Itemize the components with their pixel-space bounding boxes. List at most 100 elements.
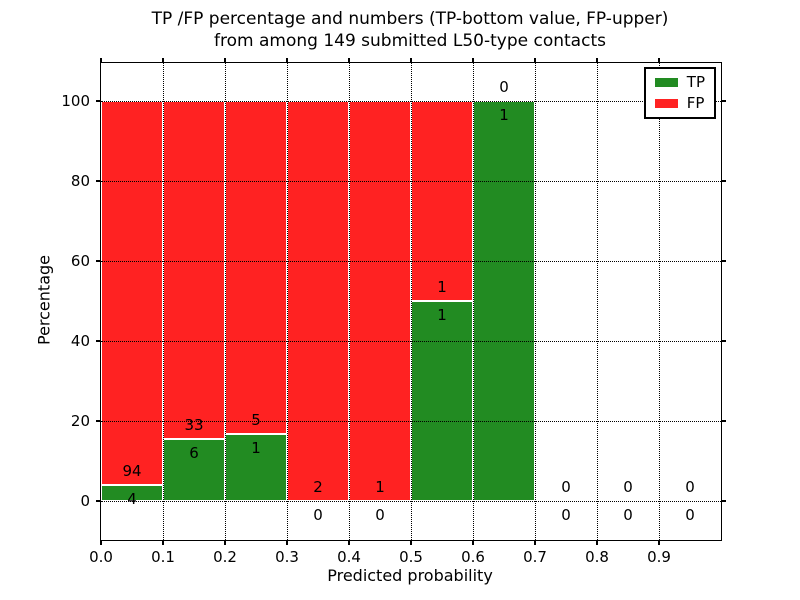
y-axis-tick-right [721, 500, 726, 502]
x-axis-tick-top [100, 58, 102, 63]
x-axis-tick-top [162, 58, 164, 63]
x-axis-tick [658, 540, 660, 545]
y-tick-label: 0 [80, 492, 90, 510]
chart-title-line1: TP /FP percentage and numbers (TP-bottom… [151, 9, 669, 29]
bar-value-label-fp: 1 [375, 478, 385, 496]
bar-value-label-fp: 0 [685, 478, 695, 496]
legend-swatch-tp [654, 78, 678, 87]
x-tick-label: 0.3 [275, 548, 299, 566]
x-tick-label: 0.0 [89, 548, 113, 566]
x-axis-tick-top [224, 58, 226, 63]
bar-value-label-tp: 1 [251, 439, 261, 458]
y-tick-label: 80 [70, 172, 90, 190]
x-axis-tick [534, 540, 536, 545]
bar-value-label-tp: 0 [561, 506, 571, 524]
y-axis-label: Percentage [34, 254, 54, 346]
bar-value-label-tp: 4 [127, 489, 137, 508]
gridline-horizontal [101, 420, 721, 422]
x-axis-tick [596, 540, 598, 545]
x-axis-tick-top [596, 58, 598, 63]
bar-segment-fp [225, 101, 287, 435]
y-axis-tick-right [721, 260, 726, 262]
bar-segment-fp [163, 101, 225, 440]
x-axis-label: Predicted probability [327, 566, 493, 585]
x-axis-tick-top [472, 58, 474, 63]
gridline-vertical [596, 63, 598, 540]
chart-title: TP /FP percentage and numbers (TP-bottom… [100, 8, 720, 52]
x-axis-tick [410, 540, 412, 545]
y-axis-tick-right [721, 420, 726, 422]
x-tick-label: 0.5 [399, 548, 423, 566]
bar-segment-fp [411, 101, 473, 301]
bar-value-label-fp: 1 [437, 278, 447, 296]
bar-value-label-fp: 0 [561, 478, 571, 496]
bar-value-label-fp: 0 [623, 478, 633, 496]
y-tick-label: 40 [70, 332, 90, 350]
bar-segment-tp [411, 301, 473, 501]
x-axis-tick-top [410, 58, 412, 63]
gridline-horizontal [101, 180, 721, 182]
legend-label-tp: TP [686, 73, 705, 91]
x-axis-tick [100, 540, 102, 545]
chart-title-line2: from among 149 submitted L50-type contac… [214, 31, 606, 51]
y-tick-label: 20 [70, 412, 90, 430]
bar-value-label-fp: 33 [184, 416, 204, 435]
y-axis-tick [96, 100, 101, 102]
y-axis-tick [96, 260, 101, 262]
bar-segment-fp [101, 101, 163, 485]
gridline-horizontal [101, 100, 721, 102]
x-tick-label: 0.9 [647, 548, 671, 566]
y-axis-tick [96, 180, 101, 182]
bar-segment-fp [287, 101, 349, 501]
gridline-horizontal [101, 260, 721, 262]
bar-value-label-tp: 0 [623, 506, 633, 524]
x-axis-tick [286, 540, 288, 545]
y-axis-tick [96, 420, 101, 422]
gridline-vertical [162, 63, 164, 540]
gridline-vertical [348, 63, 350, 540]
y-tick-label: 100 [61, 92, 90, 110]
x-axis-tick [348, 540, 350, 545]
x-axis-tick-top [286, 58, 288, 63]
bar-segment-fp [349, 101, 411, 501]
bar-value-label-tp: 1 [499, 106, 509, 124]
bar-segment-tp [163, 439, 225, 501]
x-tick-label: 0.1 [151, 548, 175, 566]
x-axis-tick-top [348, 58, 350, 63]
x-tick-label: 0.8 [585, 548, 609, 566]
gridline-vertical [472, 63, 474, 540]
x-tick-label: 0.7 [523, 548, 547, 566]
legend-entry-tp: TP [654, 73, 705, 91]
x-tick-label: 0.4 [337, 548, 361, 566]
bar-segment-tp [473, 101, 535, 501]
x-axis-tick [472, 540, 474, 545]
bar-value-label-fp: 0 [499, 78, 509, 96]
x-tick-label: 0.6 [461, 548, 485, 566]
y-axis-tick [96, 500, 101, 502]
legend-swatch-fp [654, 99, 678, 108]
plot-area: TP FP 94 4 33 6 5 1 2 0 1 0 1 1 0 1 0 0 0 0 0 0 0.0 0.1 0.2 0.3 0… [61, 58, 726, 566]
bar-value-label-tp: 1 [437, 306, 447, 324]
gridline-vertical [534, 63, 536, 540]
gridline-horizontal [101, 340, 721, 342]
x-axis-tick [224, 540, 226, 545]
x-axis-tick [162, 540, 164, 545]
bar-value-label-tp: 0 [375, 506, 385, 524]
bar-value-label-fp: 94 [122, 461, 142, 480]
y-axis-tick-right [721, 180, 726, 182]
y-axis-tick-right [721, 100, 726, 102]
bar-value-label-fp: 5 [251, 411, 261, 430]
bar-value-label-fp: 2 [313, 478, 323, 496]
bar-value-label-tp: 0 [685, 506, 695, 524]
y-tick-label: 60 [70, 252, 90, 270]
x-tick-label: 0.2 [213, 548, 237, 566]
y-axis-tick [96, 340, 101, 342]
legend: TP FP [643, 67, 716, 119]
x-axis-tick-top [534, 58, 536, 63]
legend-label-fp: FP [686, 94, 705, 112]
y-axis-tick-right [721, 340, 726, 342]
bar-value-label-tp: 6 [189, 444, 199, 463]
gridline-vertical [224, 63, 226, 540]
gridline-horizontal [101, 500, 721, 502]
